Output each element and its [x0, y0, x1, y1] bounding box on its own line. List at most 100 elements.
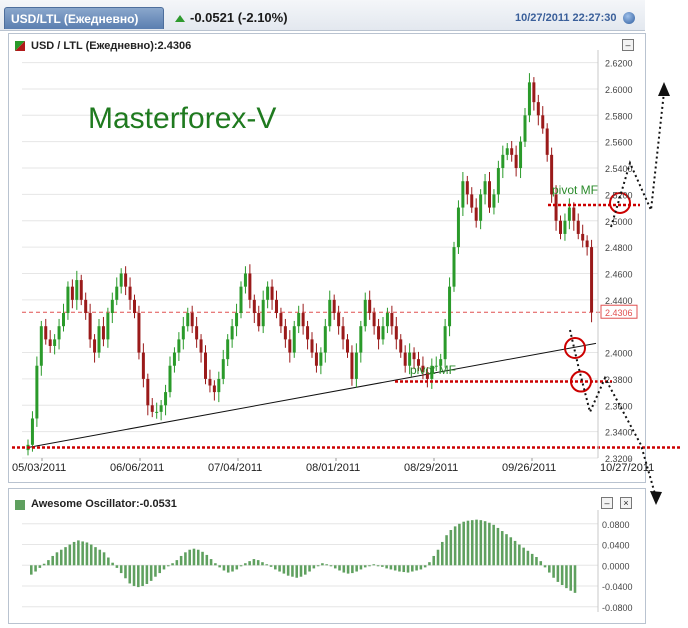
osc-bar [333, 565, 337, 569]
osc-bar [492, 524, 495, 566]
candle-body [190, 313, 194, 327]
osc-bar [308, 565, 311, 572]
globe-icon[interactable] [623, 12, 635, 24]
y-tick-label: 2.5000 [605, 217, 633, 227]
osc-bar [128, 565, 132, 584]
candle-body [505, 148, 509, 155]
osc-bar [231, 565, 234, 572]
candle-body [523, 115, 527, 142]
candle-body [230, 326, 234, 340]
osc-bar [535, 556, 538, 566]
y-tick-label: 2.6000 [605, 85, 633, 95]
osc-bar [496, 527, 500, 566]
candle-body [461, 181, 465, 208]
osc-bar [244, 563, 247, 566]
osc-bar [222, 565, 226, 571]
candle-body [110, 299, 114, 314]
osc-bar [376, 565, 380, 567]
candle-body [141, 352, 145, 379]
osc-bar [188, 549, 191, 566]
osc-bar [573, 565, 577, 593]
candle-body [483, 181, 487, 195]
osc-bar [119, 565, 123, 574]
candle-body [496, 168, 500, 195]
osc-bar [505, 534, 508, 566]
candle-body [465, 181, 469, 195]
candle-body [301, 313, 305, 327]
candle-body [448, 286, 452, 327]
candle-body [275, 299, 278, 314]
osc-bar [265, 564, 269, 566]
osc-y-tick-label: 0.0800 [602, 520, 630, 530]
osc-bar [94, 547, 97, 566]
candle-body [359, 326, 363, 353]
osc-y-tick-label: -0.0400 [602, 582, 633, 592]
osc-bar [282, 565, 286, 574]
candle-body [337, 313, 341, 327]
y-tick-label: 2.5800 [605, 111, 633, 121]
up-arrow-icon [175, 15, 185, 22]
candle-body [266, 286, 270, 300]
osc-bar [432, 555, 436, 566]
candle-body [554, 194, 558, 221]
osc-bar [419, 565, 423, 570]
osc-bar [518, 544, 521, 566]
candle-body [199, 339, 203, 353]
osc-bar [351, 565, 354, 574]
osc-bar [30, 565, 33, 575]
arrow-head-up-icon [658, 82, 670, 96]
oscillator-close-button[interactable]: × [620, 497, 632, 509]
candle-body [252, 299, 256, 314]
candle-body [101, 326, 105, 340]
candle-body [559, 220, 562, 234]
y-tick-label: 2.5600 [605, 138, 633, 148]
osc-bar [192, 548, 196, 566]
osc-bar [218, 565, 221, 568]
candle-body [283, 326, 287, 340]
candle-body [208, 378, 212, 386]
osc-bar [513, 540, 517, 566]
candle-body [408, 352, 412, 366]
osc-bar [201, 551, 204, 566]
osc-bar [226, 565, 230, 573]
osc-bar [149, 565, 153, 581]
osc-bar [462, 521, 465, 566]
candle-body [279, 313, 283, 327]
osc-bar [488, 522, 491, 566]
candle-body [88, 313, 92, 340]
osc-bar [402, 565, 406, 573]
candle-body [106, 313, 110, 340]
osc-bar [406, 565, 410, 573]
candle-body [57, 326, 61, 340]
candle-body [417, 359, 420, 366]
candle-body [97, 326, 101, 353]
candle-body [377, 326, 381, 340]
candle-body [310, 339, 314, 353]
osc-bar [141, 565, 144, 587]
candle-body [288, 339, 292, 353]
osc-bar [483, 521, 487, 566]
projection-path-lower [569, 329, 656, 495]
osc-bar [295, 565, 299, 578]
candle-body [532, 82, 536, 103]
osc-bar [38, 565, 42, 568]
candle-body [550, 154, 554, 195]
candle-body [576, 220, 580, 234]
candle-body [226, 339, 230, 360]
candle-body [572, 207, 576, 221]
osc-bar [539, 561, 543, 566]
candle-body [155, 411, 159, 413]
candle-body [567, 207, 571, 221]
osc-bar [59, 549, 63, 566]
candle-body [590, 247, 594, 313]
candle-body [261, 299, 265, 327]
price-panel-collapse-button[interactable]: – [622, 39, 634, 51]
candle-body [164, 392, 168, 406]
pivot-label-lower: pivot MF [410, 363, 456, 377]
osc-bar [312, 565, 316, 569]
candle-body [390, 313, 394, 327]
symbol-tab[interactable]: USD/LTL (Ежедневно) [4, 7, 164, 29]
oscillator-collapse-button[interactable]: – [601, 497, 613, 509]
candle-body [346, 339, 349, 353]
